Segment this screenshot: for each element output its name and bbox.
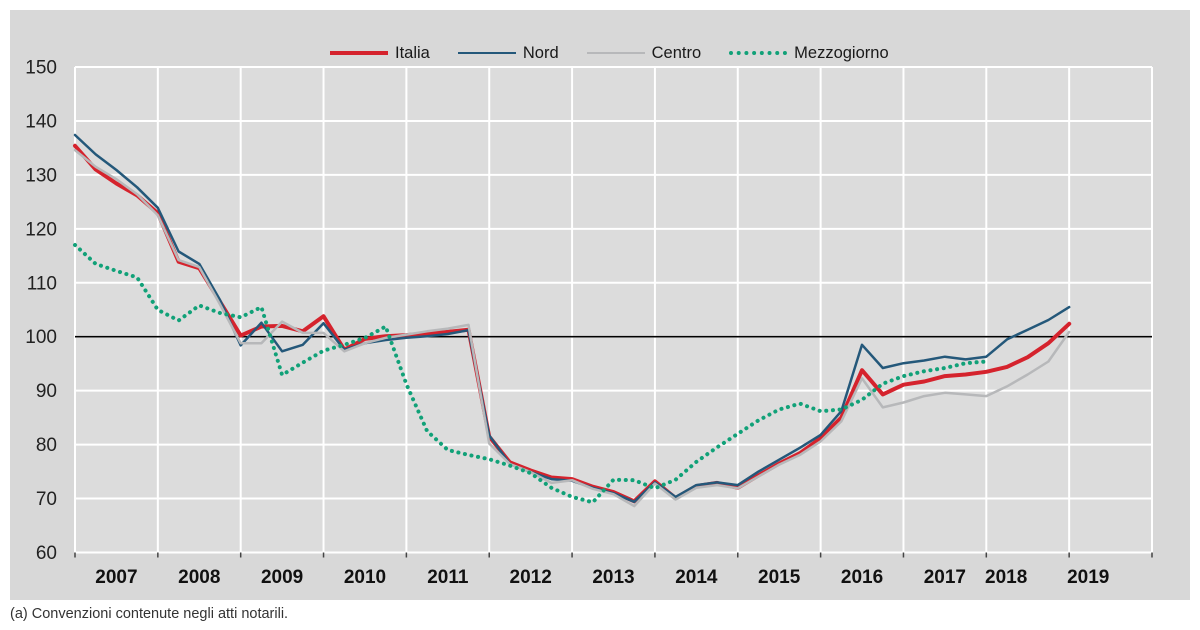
chart-legend: Italia Nord Centro Mezzogiorno — [330, 43, 889, 63]
y-axis-label: 70 — [36, 489, 57, 510]
y-axis-label: 90 — [36, 381, 57, 402]
x-axis-label: 2012 — [510, 567, 552, 588]
x-axis-label: 2015 — [758, 567, 801, 588]
plot-area — [75, 67, 1152, 553]
y-axis-label: 110 — [27, 273, 57, 294]
series-line-centro — [73, 148, 1071, 508]
y-axis-label: 140 — [25, 111, 57, 132]
chart-footnote: (a) Convenzioni contenute negli atti not… — [10, 606, 289, 622]
x-axis-label: 2009 — [261, 567, 303, 588]
x-axis-label: 2010 — [344, 567, 386, 588]
y-axis-label: 120 — [25, 219, 57, 240]
x-axis-label: 2007 — [95, 567, 137, 588]
y-axis-label: 80 — [36, 435, 57, 456]
y-axis-label: 150 — [25, 58, 57, 79]
x-axis-label: 2018 — [985, 567, 1027, 588]
nord-line-swatch-icon — [457, 52, 516, 54]
line-chart: 150 140 130 120 110 100 90 80 70 60 2007 2008 2009 20… — [25, 58, 1153, 588]
legend-label: Mezzogiorno — [794, 44, 889, 62]
centro-line-swatch-icon — [586, 52, 645, 54]
series-line-mezzogiorno — [73, 243, 989, 505]
x-axis-label: 2013 — [592, 567, 634, 588]
x-axis-label: 2017 — [924, 567, 966, 588]
chart-canvas: 150 140 130 120 110 100 90 80 70 60 2007 2008 2009 20… — [10, 10, 1190, 600]
legend-label: Centro — [651, 44, 702, 62]
mezzogiorno-dotted-swatch-icon — [729, 51, 788, 55]
x-axis-label: 2011 — [427, 567, 469, 588]
legend-label: Nord — [522, 44, 559, 62]
y-axis-label: 130 — [25, 165, 57, 186]
legend-item-nord: Nord — [457, 43, 559, 63]
x-axis-label: 2014 — [675, 567, 718, 588]
legend-item-centro: Centro — [586, 43, 702, 63]
legend-label: Italia — [395, 44, 430, 62]
legend-item-mezzogiorno: Mezzogiorno — [729, 43, 889, 63]
x-axis-label: 2016 — [841, 567, 883, 588]
legend-item-italia: Italia — [330, 43, 430, 63]
y-axis-label: 100 — [25, 327, 57, 348]
y-axis-label: 60 — [36, 543, 57, 564]
italia-line-swatch-icon — [330, 51, 388, 55]
x-axis-label: 2019 — [1067, 567, 1109, 588]
x-axis-label: 2008 — [178, 567, 220, 588]
